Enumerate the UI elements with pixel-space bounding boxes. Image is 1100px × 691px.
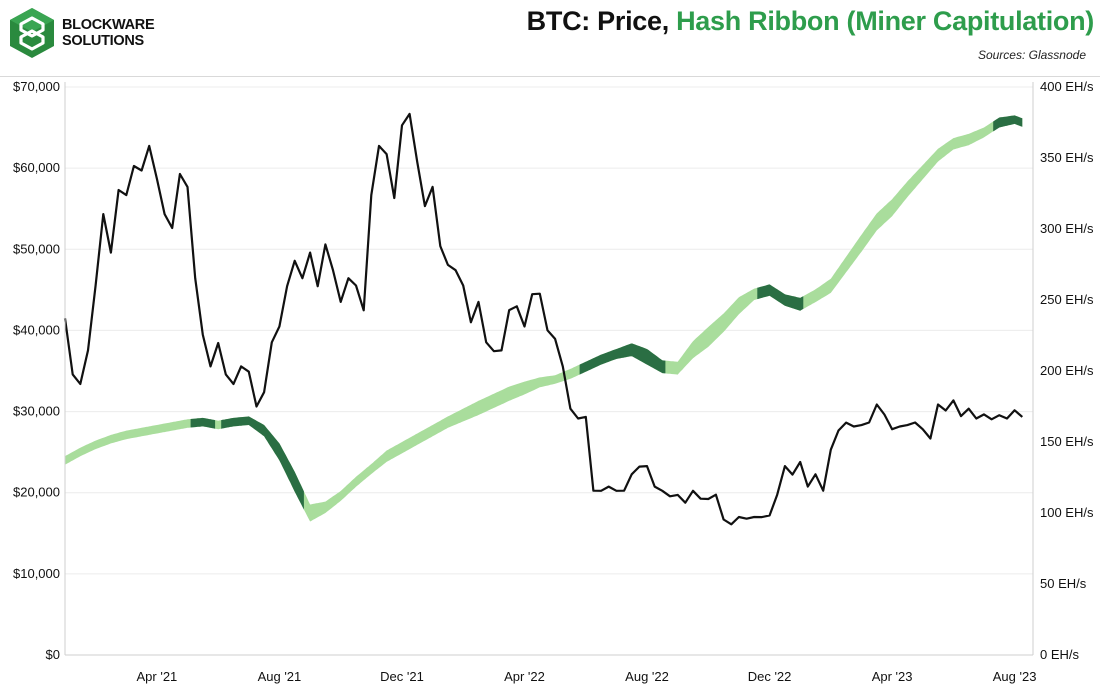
left-tick-label: $0 xyxy=(46,647,60,662)
chart-source: Sources: Glassnode xyxy=(977,48,1086,62)
capitulation-band-3 xyxy=(757,284,804,311)
right-tick-label: 200 EH/s xyxy=(1040,363,1094,378)
x-tick-label: Apr '22 xyxy=(504,669,545,684)
brand-name-line2: SOLUTIONS xyxy=(62,33,144,49)
header-divider xyxy=(0,76,1100,77)
capitulation-band-4 xyxy=(993,115,1023,132)
left-tick-label: $20,000 xyxy=(13,485,60,500)
x-tick-label: Aug '21 xyxy=(258,669,302,684)
capitulation-band-2 xyxy=(579,343,666,375)
x-tick-label: Aug '23 xyxy=(993,669,1037,684)
x-tick-label: Apr '23 xyxy=(872,669,913,684)
x-tick-label: Aug '22 xyxy=(625,669,669,684)
left-tick-label: $60,000 xyxy=(13,160,60,175)
title-hash-ribbon-part: Hash Ribbon (Miner Capitulation) xyxy=(676,6,1094,36)
right-tick-label: 150 EH/s xyxy=(1040,434,1094,449)
right-tick-label: 0 EH/s xyxy=(1040,647,1080,662)
left-tick-label: $50,000 xyxy=(13,241,60,256)
right-tick-label: 400 EH/s xyxy=(1040,79,1094,94)
brand-name-line1: BLOCKWARE xyxy=(62,17,155,33)
capitulation-band-0 xyxy=(190,417,216,429)
right-tick-label: 100 EH/s xyxy=(1040,505,1094,520)
hash-ribbon-band xyxy=(65,115,1023,522)
left-tick-label: $10,000 xyxy=(13,566,60,581)
right-tick-label: 300 EH/s xyxy=(1040,221,1094,236)
hash-ribbon xyxy=(65,115,1023,522)
price-hashrate-chart: $0 $10,000 $20,000 $30,000 $40,000 $50,000 $60… xyxy=(13,79,1094,684)
x-tick-label: Dec '21 xyxy=(380,669,424,684)
gridlines xyxy=(65,86,1033,575)
x-tick-label: Dec '22 xyxy=(748,669,792,684)
left-tick-label: $30,000 xyxy=(13,404,60,419)
left-tick-label: $40,000 xyxy=(13,322,60,337)
title-price-part: BTC: Price, xyxy=(526,6,677,36)
x-axis-ticks: Apr '21 Aug '21 Dec '21 Apr '22 Aug '22 Dec '… xyxy=(137,669,1037,684)
right-axis-ticks: 0 EH/s 50 EH/s 100 EH/s 150 EH/s 200 EH/s 250… xyxy=(1040,79,1094,662)
logo-mark-icon xyxy=(10,8,54,58)
axes xyxy=(64,82,1034,656)
right-tick-label: 350 EH/s xyxy=(1040,150,1094,165)
capitulation-band-1 xyxy=(221,416,304,510)
x-tick-label: Apr '21 xyxy=(137,669,178,684)
price-series xyxy=(63,112,1024,526)
price-line xyxy=(63,112,1024,526)
blockware-logo xyxy=(10,8,54,58)
left-tick-label: $70,000 xyxy=(13,79,60,94)
right-tick-label: 50 EH/s xyxy=(1040,576,1087,591)
right-tick-label: 250 EH/s xyxy=(1040,292,1094,307)
left-axis-ticks: $0 $10,000 $20,000 $30,000 $40,000 $50,000 $60… xyxy=(13,79,60,662)
chart-title: BTC: Price, Hash Ribbon (Miner Capitulat… xyxy=(526,6,1095,37)
